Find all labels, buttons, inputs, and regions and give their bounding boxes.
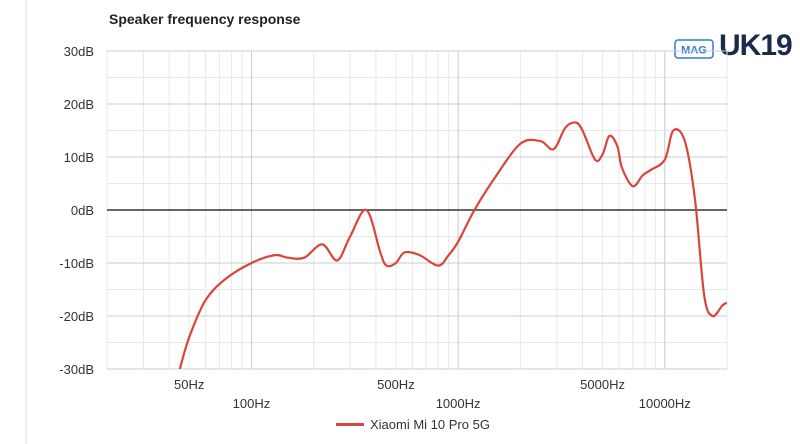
- y-tick-label: 20dB: [64, 97, 94, 112]
- x-tick-label: 500Hz: [377, 377, 415, 392]
- legend-swatch: [336, 422, 364, 426]
- y-tick-label: -20dB: [59, 309, 94, 324]
- series-layer: [178, 121, 727, 370]
- series-line: [178, 121, 727, 370]
- y-tick-label: 0dB: [71, 203, 94, 218]
- x-tick-label: 50Hz: [174, 377, 204, 392]
- logo-mark: UK19: [719, 29, 792, 62]
- y-tick-label: -30dB: [59, 362, 94, 377]
- x-tick-label: 5000Hz: [580, 377, 625, 392]
- chart-title: Speaker frequency response: [109, 11, 301, 27]
- grid-major: [107, 50, 727, 370]
- legend-label: Xiaomi Mi 10 Pro 5G: [370, 416, 490, 432]
- y-tick-label: 30dB: [64, 44, 94, 59]
- page-left-rule: [25, 0, 27, 444]
- y-tick-label: -10dB: [59, 256, 94, 271]
- x-tick-label: 100Hz: [233, 396, 271, 411]
- legend[interactable]: Xiaomi Mi 10 Pro 5G: [336, 414, 490, 434]
- y-tick-label: 10dB: [64, 150, 94, 165]
- x-tick-label: 1000Hz: [436, 396, 481, 411]
- y-axis-ticks: 30dB 20dB 10dB 0dB -10dB -20dB -30dB: [59, 44, 94, 377]
- x-tick-label: 10000Hz: [639, 396, 691, 411]
- x-axis-ticks: 50Hz 100Hz 500Hz 1000Hz 5000Hz 10000Hz: [174, 377, 691, 411]
